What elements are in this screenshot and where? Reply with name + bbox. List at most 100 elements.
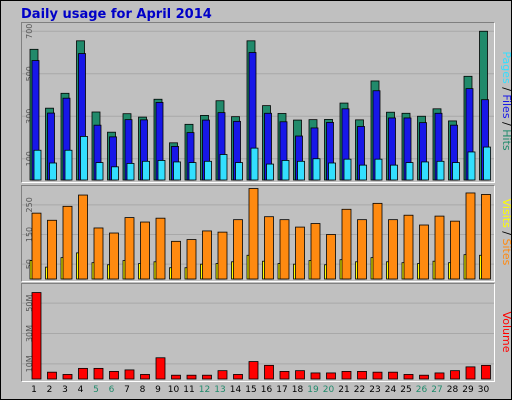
y-tick-label: 500 — [25, 66, 34, 81]
pages-bar-day-29 — [467, 151, 476, 181]
y-tick-label: 100 — [25, 151, 34, 166]
pages-bar-day-18 — [297, 160, 305, 181]
volume-bar-day-26 — [419, 374, 429, 380]
visits-sites-panel: 50 150 250 — [21, 185, 495, 282]
sites-bar-day-3 — [62, 205, 73, 280]
right-label-part: Visits — [500, 199, 512, 228]
x-tick-label-day-5: 5 — [93, 385, 99, 395]
right-label-part: Hits — [500, 129, 512, 151]
pages-bar-day-2 — [49, 162, 57, 181]
pages-bar-day-25 — [405, 162, 414, 181]
volume-bar-day-16 — [264, 364, 274, 380]
right-label-part: Volume — [500, 312, 512, 353]
pages-bar-day-20 — [328, 162, 336, 181]
sites-bar-day-9 — [155, 217, 166, 280]
sites-bar-day-13 — [217, 231, 228, 280]
right-label-part: / — [500, 119, 512, 130]
sites-bar-day-24 — [388, 219, 398, 280]
sites-bar-day-6 — [109, 232, 119, 280]
volume-bar-day-7 — [124, 369, 135, 380]
x-tick-label-day-9: 9 — [155, 385, 161, 395]
sites-bar-day-5 — [93, 227, 104, 280]
x-tick-label-day-28: 28 — [447, 385, 459, 395]
sites-bar-day-11 — [186, 239, 197, 280]
volume-bar-day-10 — [171, 374, 181, 380]
sites-bar-day-4 — [78, 194, 88, 280]
pages-bar-day-3 — [64, 149, 73, 181]
pages-bar-day-24 — [390, 164, 398, 181]
x-tick-label-day-15: 15 — [245, 385, 256, 395]
pages-bar-day-5 — [95, 162, 104, 181]
volume-bar-day-9 — [155, 357, 166, 380]
pages-bar-day-14 — [235, 162, 243, 181]
y-tick-label: 150 — [25, 227, 34, 242]
pages-bar-day-7 — [126, 163, 135, 181]
y-tick-label: 700 — [25, 24, 34, 39]
y-tick-label: 30M — [25, 325, 34, 342]
x-tick-label-day-10: 10 — [168, 385, 180, 395]
pages-bar-day-9 — [157, 160, 166, 181]
pages-bar-day-1 — [33, 149, 42, 181]
pages-bar-day-22 — [359, 164, 367, 181]
x-tick-label-day-23: 23 — [369, 385, 380, 395]
sites-bar-day-17 — [279, 219, 290, 280]
right-label-visits-sites: Visits / Sites — [500, 199, 512, 266]
right-label-part: Pages — [500, 51, 512, 84]
pages-bar-day-12 — [204, 160, 212, 181]
volume-bar-day-1 — [31, 292, 42, 380]
pages-bar-day-17 — [281, 160, 290, 181]
y-tick-label: 250 — [25, 197, 34, 212]
pages-bar-day-4 — [80, 136, 88, 181]
x-tick-label-day-6: 6 — [109, 385, 115, 395]
visits-sites-chart: 50 150 250 — [22, 188, 494, 280]
pages-bar-day-19 — [312, 158, 321, 181]
pages-bar-day-30 — [483, 146, 491, 181]
volume-bar-day-21 — [341, 371, 352, 380]
volume-bar-day-2 — [47, 371, 57, 380]
x-tick-label-day-14: 14 — [230, 385, 242, 395]
sites-bar-day-23 — [372, 202, 383, 280]
pages-bar-day-26 — [421, 161, 429, 181]
x-tick-label-day-29: 29 — [462, 385, 474, 395]
sites-bar-day-28 — [450, 220, 460, 280]
x-tick-label-day-30: 30 — [478, 385, 490, 395]
volume-bar-day-18 — [295, 370, 305, 380]
sites-bar-day-27 — [434, 215, 445, 280]
volume-bar-day-19 — [310, 372, 321, 380]
volume-bar-day-22 — [357, 371, 367, 380]
volume-bar-day-17 — [279, 371, 290, 380]
volume-bar-day-27 — [434, 372, 445, 380]
right-label-hits-files-pages: Pages / Files / Hits — [500, 51, 512, 151]
sites-bar-day-25 — [403, 214, 414, 280]
y-tick-label: 50M — [25, 295, 34, 312]
y-tick-label: 300 — [25, 109, 34, 124]
sites-bar-day-1 — [31, 212, 42, 280]
volume-chart: 10M 30M 50M — [22, 292, 494, 380]
sites-bar-day-20 — [326, 234, 336, 280]
volume-bar-day-11 — [186, 374, 197, 380]
x-tick-label-day-24: 24 — [385, 385, 397, 395]
x-tick-label-day-13: 13 — [214, 385, 225, 395]
volume-bar-day-13 — [217, 370, 228, 380]
volume-bar-day-23 — [372, 371, 383, 380]
right-label-part: Sites — [500, 239, 512, 266]
volume-panel: 10M 30M 50M — [21, 283, 495, 382]
x-tick-label-day-22: 22 — [354, 385, 365, 395]
chart-title: Daily usage for April 2014 — [21, 7, 212, 22]
volume-bar-day-24 — [388, 371, 398, 380]
right-legend-labels: Pages / Files / Hits Visits / Sites Volume — [500, 51, 512, 353]
right-label-part: Files — [500, 94, 512, 118]
y-tick-label: 10M — [25, 355, 34, 372]
sites-bar-day-12 — [202, 230, 212, 280]
sites-bar-day-2 — [47, 219, 57, 280]
pages-bar-day-15 — [250, 147, 259, 181]
pages-bar-day-10 — [173, 161, 181, 181]
x-tick-label-day-11: 11 — [183, 385, 194, 395]
pages-bar-day-27 — [436, 160, 445, 181]
sites-bar-day-10 — [171, 240, 181, 280]
volume-bar-day-3 — [62, 374, 73, 380]
x-tick-label-day-19: 19 — [307, 385, 319, 395]
x-tick-label-day-21: 21 — [338, 385, 349, 395]
y-tick-label: 50 — [25, 259, 34, 269]
